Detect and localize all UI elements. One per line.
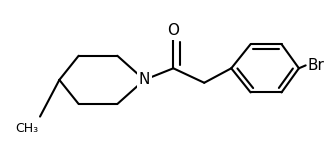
Text: Br: Br — [308, 58, 324, 73]
Text: CH₃: CH₃ — [15, 122, 38, 135]
Text: N: N — [139, 72, 150, 87]
Text: O: O — [167, 23, 179, 38]
